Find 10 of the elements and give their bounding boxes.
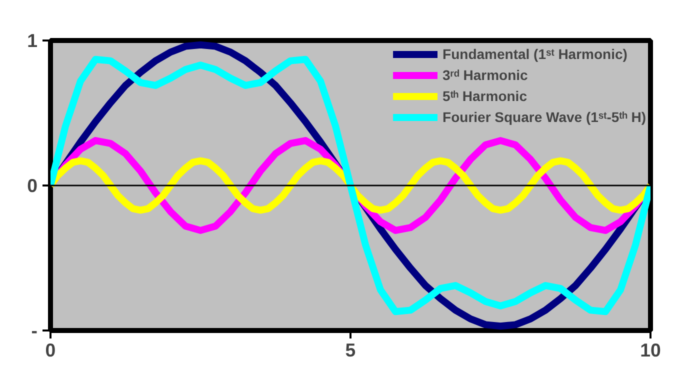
y-tick-label: 1 [27,30,38,51]
x-tick-label: 5 [345,340,356,360]
x-tick-label: 10 [640,340,661,360]
legend-label: Fundamental (1ˢᵗ Harmonic) [442,46,628,62]
x-tick-label: 0 [45,340,56,360]
legend-label: 3ʳᵈ Harmonic [442,67,528,83]
y-tick-label: 0 [27,175,38,196]
legend-label: 5ᵗʰ Harmonic [442,88,527,104]
legend-label: Fourier Square Wave (1ˢᵗ-5ᵗʰ H) [442,109,646,125]
y-tick-label: - [31,320,38,341]
